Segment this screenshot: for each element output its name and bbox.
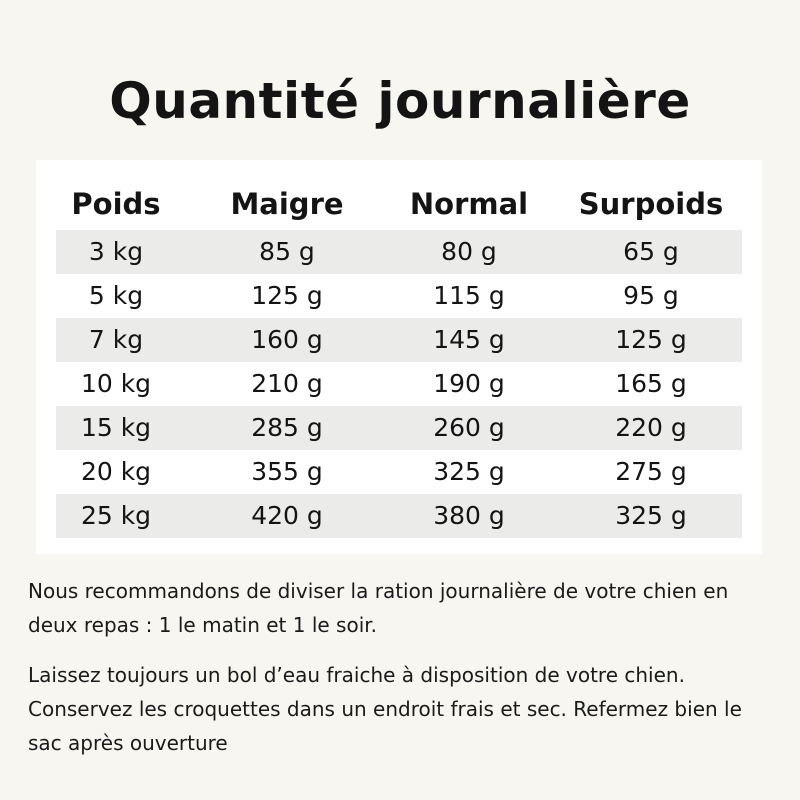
table-row: 5 kg 125 g 115 g 95 g: [56, 274, 742, 318]
cell-lean: 285 g: [251, 413, 323, 442]
table-row: 3 kg 85 g 80 g 65 g: [56, 230, 742, 274]
cell-weight: 3 kg: [88, 237, 144, 266]
cell-normal: 380 g: [433, 501, 505, 530]
column-header-overweight: Surpoids: [578, 187, 724, 221]
cell-weight: 10 kg: [80, 369, 152, 398]
table-row: 10 kg 210 g 190 g 165 g: [56, 362, 742, 406]
cell-weight: 5 kg: [88, 281, 144, 310]
table-row: 15 kg 285 g 260 g 220 g: [56, 406, 742, 450]
cell-normal: 115 g: [433, 281, 505, 310]
cell-overweight: 165 g: [615, 369, 687, 398]
page-title: Quantité journalière: [109, 72, 691, 130]
table-row: 7 kg 160 g 145 g 125 g: [56, 318, 742, 362]
column-header-normal: Normal: [409, 187, 529, 221]
cell-normal: 190 g: [433, 369, 505, 398]
cell-overweight: 95 g: [623, 281, 679, 310]
cell-overweight: 65 g: [623, 237, 679, 266]
cell-normal: 80 g: [441, 237, 497, 266]
cell-overweight: 125 g: [615, 325, 687, 354]
column-header-weight: Poids: [71, 187, 161, 221]
cell-normal: 260 g: [433, 413, 505, 442]
cell-weight: 15 kg: [80, 413, 152, 442]
cell-weight: 20 kg: [80, 457, 152, 486]
cell-lean: 210 g: [251, 369, 323, 398]
daily-quantity-table: Poids Maigre Normal Surpoids 3 kg 85 g 8…: [36, 160, 762, 554]
cell-lean: 420 g: [251, 501, 323, 530]
table-row: 25 kg 420 g 380 g 325 g: [56, 494, 742, 538]
cell-weight: 7 kg: [88, 325, 144, 354]
column-header-lean: Maigre: [230, 187, 344, 221]
table-row: 20 kg 355 g 325 g 275 g: [56, 450, 742, 494]
cell-overweight: 275 g: [615, 457, 687, 486]
cell-lean: 125 g: [251, 281, 323, 310]
cell-normal: 145 g: [433, 325, 505, 354]
cell-normal: 325 g: [433, 457, 505, 486]
feeding-notes: Nous recommandons de diviser la ration j…: [28, 574, 768, 776]
note-paragraph-meals: Nous recommandons de diviser la ration j…: [28, 579, 729, 637]
cell-lean: 160 g: [251, 325, 323, 354]
cell-lean: 355 g: [251, 457, 323, 486]
table-header-row: Poids Maigre Normal Surpoids: [56, 174, 742, 234]
cell-overweight: 220 g: [615, 413, 687, 442]
cell-lean: 85 g: [259, 237, 315, 266]
note-paragraph-storage: Laissez toujours un bol d’eau fraiche à …: [28, 663, 742, 755]
cell-weight: 25 kg: [80, 501, 152, 530]
table-body: 3 kg 85 g 80 g 65 g 5 kg 125 g 115 g 95 …: [56, 230, 742, 538]
cell-overweight: 325 g: [615, 501, 687, 530]
